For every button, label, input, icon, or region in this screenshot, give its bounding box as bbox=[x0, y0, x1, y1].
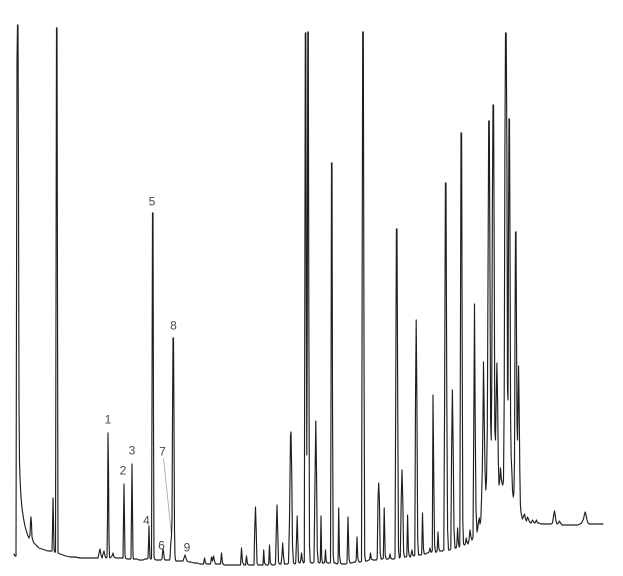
peak-label-2: 2 bbox=[120, 463, 127, 477]
chromatogram-trace bbox=[13, 24, 604, 566]
peak-label-4: 4 bbox=[143, 513, 150, 527]
peak-label-7: 7 bbox=[159, 444, 166, 458]
peak-label-3: 3 bbox=[129, 443, 136, 457]
peak-label-8: 8 bbox=[170, 318, 177, 332]
peak-label-9: 9 bbox=[184, 540, 191, 554]
peak-label-1: 1 bbox=[105, 412, 112, 426]
peak-label-6: 6 bbox=[158, 538, 165, 552]
peak-label-5: 5 bbox=[149, 194, 156, 208]
peak-7-leader-line bbox=[163, 457, 172, 536]
leader-line-group bbox=[163, 457, 172, 536]
